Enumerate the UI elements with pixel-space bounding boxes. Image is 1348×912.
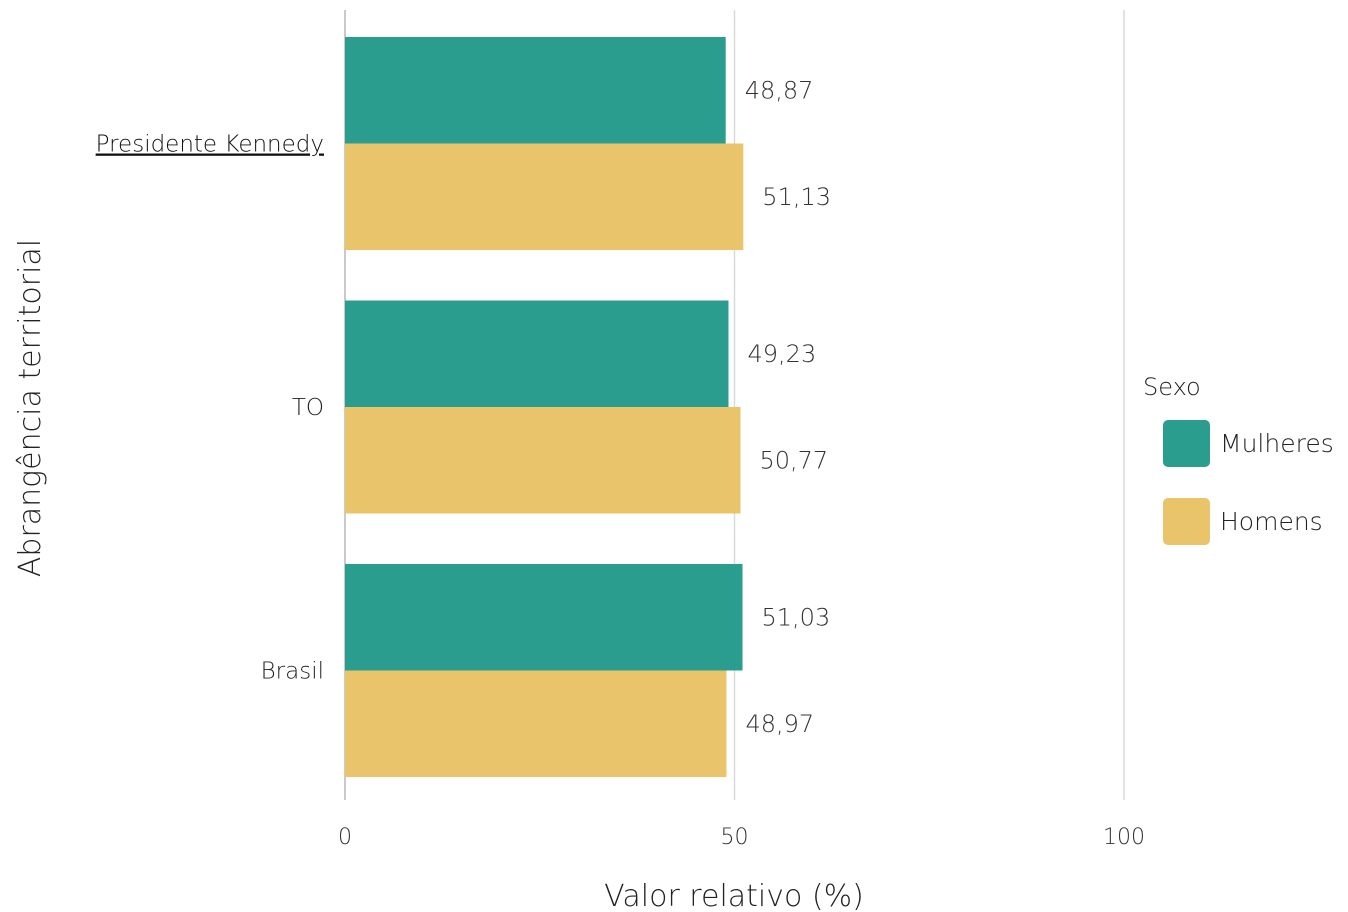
data-label: 48,87	[745, 76, 814, 104]
x-tick-label: 50	[721, 825, 749, 850]
x-tick-labels: 0 50 100	[338, 825, 1145, 850]
legend: Sexo Mulheres Homens	[1143, 373, 1334, 545]
data-label: 49,23	[748, 340, 817, 368]
legend-label: Homens	[1220, 507, 1323, 536]
bar-mulheres-1	[345, 300, 729, 407]
legend-label: Mulheres	[1220, 429, 1334, 458]
x-tick-label: 100	[1103, 825, 1145, 850]
value-labels: 48,87 51,13 49,23 50,77 51,03 48,97	[745, 76, 831, 738]
data-label: 51,03	[762, 603, 831, 631]
bar-mulheres-0	[345, 37, 726, 144]
data-label: 51,13	[762, 183, 831, 211]
legend-title: Sexo	[1143, 373, 1201, 401]
data-label: 50,77	[759, 446, 828, 474]
y-axis-title: Abrangência territorial	[13, 239, 48, 577]
x-axis-title: Valor relativo (%)	[604, 879, 864, 912]
category-label: TO	[292, 395, 324, 421]
category-label: Brasil	[261, 659, 324, 685]
legend-swatch-homens	[1163, 498, 1210, 545]
data-label: 48,97	[745, 710, 814, 738]
bar-mulheres-2	[345, 564, 743, 671]
category-labels: Presidente Kennedy TO Brasil	[96, 132, 324, 685]
category-label: Presidente Kennedy	[96, 132, 324, 158]
bars	[345, 37, 744, 777]
bar-homens-0	[345, 143, 744, 250]
x-tick-label: 0	[338, 825, 352, 850]
legend-swatch-mulheres	[1163, 420, 1210, 467]
bar-homens-2	[345, 670, 727, 777]
bar-homens-1	[345, 407, 741, 514]
